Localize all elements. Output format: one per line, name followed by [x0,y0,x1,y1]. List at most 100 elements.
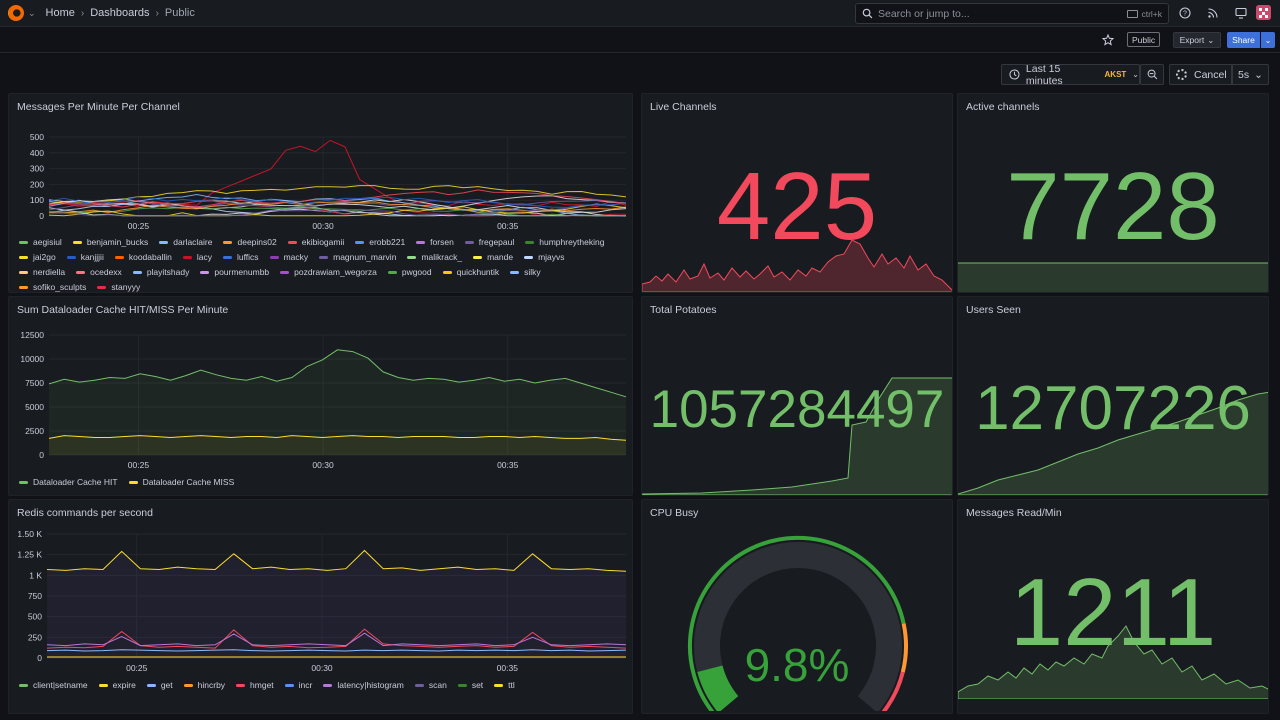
legend-item[interactable]: koodaballin [114,252,172,262]
legend-item[interactable]: scan [414,680,447,690]
legend-swatch [132,270,142,274]
legend-item[interactable]: lacy [182,252,212,262]
series-line [48,202,627,217]
kiosk-monitor-icon[interactable] [1232,4,1249,21]
legend-item[interactable]: latency|histogram [323,680,404,690]
panel-title: Users Seen [966,304,1021,316]
grafana-logo-icon[interactable] [8,5,24,21]
gauge-value-arc [697,665,739,711]
series-line [48,196,627,209]
zoom-out-icon [1147,69,1157,80]
gauge-threshold-arc [687,535,906,711]
legend-item[interactable]: expire [98,680,136,690]
legend-item[interactable]: get [146,680,173,690]
chevron-down-icon[interactable]: ⌄ [28,7,36,18]
breadcrumb-home[interactable]: Home [45,7,75,19]
legend-item[interactable]: luffics [222,252,259,262]
refresh-interval-picker[interactable]: 5s ⌄ [1232,64,1269,85]
legend-swatch [407,255,417,259]
legend-label: aegisiul [33,237,62,247]
legend-item[interactable]: macky [269,252,308,262]
legend-item[interactable]: kanjjjii [66,252,104,262]
legend-item[interactable]: playitshady [132,267,189,277]
chart-legend: aegisiul benjamin_bucks darlaclaire deepins… [19,237,619,292]
legend-item[interactable]: nerdiella [19,267,65,277]
legend-item[interactable]: malikrack_ [407,252,462,262]
legend-item[interactable]: pourmenumbb [200,267,269,277]
legend-item[interactable]: hincrby [183,680,225,690]
chart-legend: Dataloader Cache HIT Dataloader Cache MIS… [19,477,619,487]
y-tick-label: 1.50 K [17,529,42,539]
search-input[interactable]: Search or jump to... ctrl+k [855,3,1169,24]
legend-item[interactable]: sofiko_sculpts [19,282,86,292]
legend-item[interactable]: fregepaul [464,237,514,247]
legend-swatch [387,270,397,274]
stat-value: 425 [716,153,878,260]
legend-item[interactable]: Dataloader Cache HIT [19,477,118,487]
legend-swatch [19,683,28,687]
user-avatar[interactable] [1256,5,1271,20]
breadcrumb-dashboards[interactable]: Dashboards [90,7,150,19]
legend-item[interactable]: pozdrawiam_wegorza [280,267,377,277]
legend-item[interactable]: hmget [236,680,274,690]
legend-swatch [76,270,86,274]
legend-item[interactable]: deepins02 [223,237,277,247]
legend-swatch [284,683,294,687]
legend-label: nerdiella [33,267,66,277]
cancel-refresh-button[interactable]: Cancel [1169,64,1232,85]
y-tick-label: 300 [30,164,44,174]
legend-swatch [355,240,365,244]
y-tick-label: 200 [30,179,44,189]
legend-item[interactable]: incr [284,680,312,690]
legend-item[interactable]: silky [510,267,541,277]
star-icon[interactable] [1101,33,1115,51]
legend-item[interactable]: darlaclaire [159,237,212,247]
share-button[interactable]: Share [1227,32,1260,48]
series-line [48,189,627,208]
legend-label: benjamin_bucks [86,237,149,247]
panel-title: Active channels [966,101,1040,113]
stat-value: 12707226 [975,374,1251,443]
legend-item[interactable]: benjamin_bucks [72,237,149,247]
legend-item[interactable]: quickhuntik [442,267,500,277]
legend-label: Dataloader Cache MISS [142,477,235,487]
legend-item[interactable]: humphreytheking [525,237,604,247]
panel-live-channels: Live Channels 425 [641,93,953,293]
legend-swatch [97,285,107,289]
legend-item[interactable]: erobb221 [355,237,405,247]
legend-item[interactable]: Dataloader Cache MISS [128,477,235,487]
legend-label: client|setname [33,680,88,690]
y-tick-label: 2500 [25,426,44,436]
legend-item[interactable]: jai2go [19,252,56,262]
legend-item[interactable]: mande [473,252,513,262]
legend-label: scan [428,680,447,690]
legend-item[interactable]: stanyyy [97,282,140,292]
legend-item[interactable]: ekibiogamii [287,237,344,247]
legend-item[interactable]: magnum_marvin [319,252,396,262]
series-area [49,349,626,455]
legend-item[interactable]: ocedexx [76,267,122,277]
export-button[interactable]: Export ⌄ [1173,32,1221,48]
x-tick-label: 00:30 [312,460,334,470]
legend-label: quickhuntik [456,267,500,277]
legend-item[interactable]: mjayvs [524,252,565,262]
legend-swatch [183,683,193,687]
legend-item[interactable]: pwgood [387,267,432,277]
legend-item[interactable]: client|setname [19,680,88,690]
series-line [46,549,627,572]
help-icon[interactable]: ? [1176,4,1193,21]
legend-swatch [236,683,246,687]
share-options-chevron-icon[interactable]: ⌄ [1261,32,1275,48]
panel-messages-read: Messages Read/Min 1211 [957,499,1269,714]
series-line [46,632,627,647]
x-tick-label: 00:25 [128,460,150,470]
rss-news-icon[interactable] [1204,4,1221,21]
zoom-out-button[interactable] [1140,64,1164,85]
legend-item[interactable]: forsen [416,237,454,247]
legend-item[interactable]: set [457,680,483,690]
x-tick-label: 00:30 [312,221,334,231]
panel-active-channels: Active channels 7728 [957,93,1269,293]
legend-item[interactable]: aegisiul [19,237,62,247]
time-range-picker[interactable]: Last 15 minutes AKST ⌄ [1001,63,1140,87]
legend-item[interactable]: ttl [494,680,515,690]
